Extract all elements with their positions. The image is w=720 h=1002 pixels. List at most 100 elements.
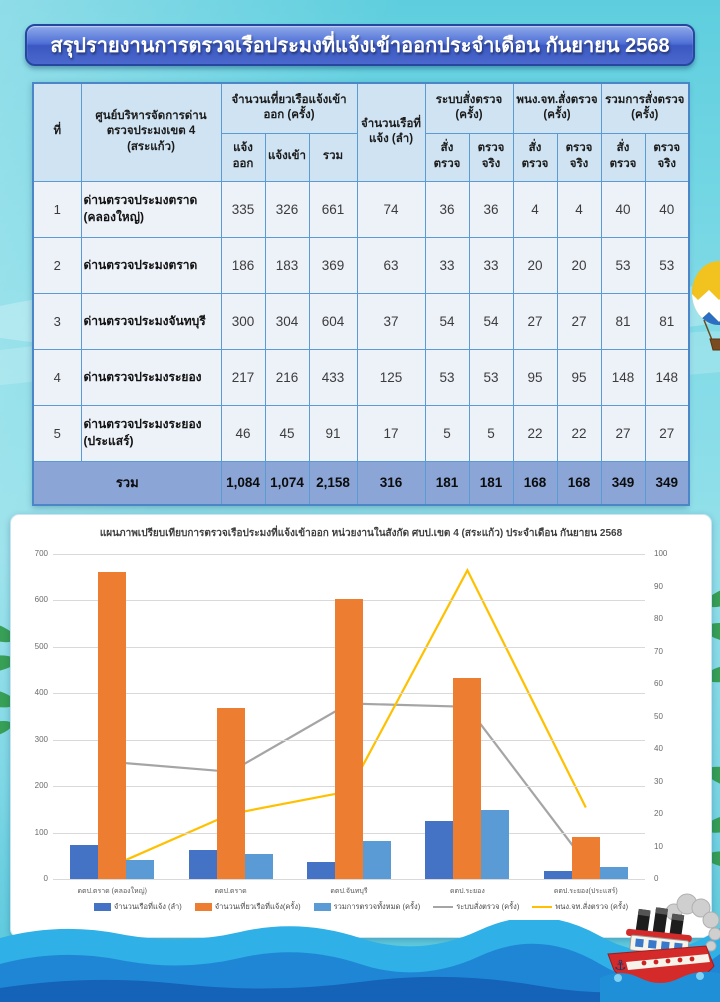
gridline bbox=[53, 554, 645, 555]
header-boats: จำนวนเรือที่แจ้ง (ลำ) bbox=[356, 82, 426, 182]
row-value: 74 bbox=[356, 180, 426, 238]
right-axis-tick: 60 bbox=[654, 679, 663, 688]
left-axis-tick: 200 bbox=[34, 781, 48, 791]
legend-label: ระบบสั่งตรวจ (ครั้ง) bbox=[456, 902, 520, 911]
row-value: 53 bbox=[424, 348, 470, 406]
row-value: 95 bbox=[512, 348, 558, 406]
table-row: 5 ด่านตรวจประมงระยอง (ประแสร์) 46 45 91 17 5 5 2… bbox=[32, 404, 690, 462]
header-officer-group: พนง.จท.สั่งตรวจ (ครั้ง) bbox=[512, 82, 602, 134]
station-name: ด่านตรวจประมงตราด (คลองใหญ่) bbox=[80, 180, 222, 238]
legend-line-swatch bbox=[532, 906, 553, 908]
header-no: ที่ bbox=[32, 82, 82, 182]
row-value: 27 bbox=[600, 404, 646, 462]
table-header: ที่ ศูนย์บริหารจัดการด่านตรวจประมงเขต 4 … bbox=[32, 82, 690, 182]
station-name: ด่านตรวจประมงตราด bbox=[80, 236, 222, 294]
row-number: 2 bbox=[32, 236, 82, 294]
total-value: 168 bbox=[512, 460, 558, 506]
row-value: 4 bbox=[512, 180, 558, 238]
right-axis-tick: 0 bbox=[654, 874, 659, 883]
total-value: 349 bbox=[600, 460, 646, 506]
station-name: ด่านตรวจประมงระยอง (ประแสร์) bbox=[80, 404, 222, 462]
table-row: 2 ด่านตรวจประมงตราด 186 183 369 63 33 33 20 20 53 5… bbox=[32, 236, 690, 294]
header-trips-out: แจ้งออก bbox=[220, 132, 266, 182]
row-value: 5 bbox=[468, 404, 514, 462]
chart-bar bbox=[98, 572, 127, 879]
row-value: 54 bbox=[424, 292, 470, 350]
row-value: 63 bbox=[356, 236, 426, 294]
chart-canvas: 0 100 200 300 400 500 600 700 0 10 20 30 40 50 60 70 80 9… bbox=[11, 515, 711, 937]
table-row: 4 ด่านตรวจประมงระยอง 217 216 433 125 53 53 95 95 1… bbox=[32, 348, 690, 406]
header-trips-in: แจ้งเข้า bbox=[264, 132, 310, 182]
row-value: 95 bbox=[556, 348, 602, 406]
table-row: 1 ด่านตรวจประมงตราด (คลองใหญ่) 335 326 661 74… bbox=[32, 180, 690, 238]
right-axis-tick: 90 bbox=[654, 581, 663, 591]
right-axis-tick: 10 bbox=[654, 841, 663, 851]
row-value: 17 bbox=[356, 404, 426, 462]
right-axis-tick: 70 bbox=[654, 646, 663, 656]
left-axis-tick: 400 bbox=[34, 688, 48, 698]
legend-item: จำนวนเที่ยวเรือที่แจ้ง(ครั้ง) bbox=[194, 901, 301, 913]
right-axis-tick: 80 bbox=[654, 614, 663, 623]
total-value: 1,074 bbox=[264, 460, 310, 506]
station-name: ด่านตรวจประมงระยอง bbox=[80, 348, 222, 406]
row-value: 604 bbox=[308, 292, 358, 350]
total-label: รวม bbox=[32, 460, 222, 506]
header-total-group: รวมการสั่งตรวจ (ครั้ง) bbox=[600, 82, 690, 134]
row-value: 183 bbox=[264, 236, 310, 294]
row-value: 216 bbox=[264, 348, 310, 406]
chart-bar bbox=[599, 866, 628, 879]
row-value: 22 bbox=[556, 404, 602, 462]
table-row: 3 ด่านตรวจประมงจันทบุรี 300 304 604 37 54 54 27 2… bbox=[32, 292, 690, 350]
summary-table: ที่ ศูนย์บริหารจัดการด่านตรวจประมงเขต 4 … bbox=[32, 82, 691, 506]
left-axis-tick: 600 bbox=[34, 595, 48, 605]
row-value: 40 bbox=[644, 180, 690, 238]
chart-bar bbox=[571, 836, 600, 880]
row-value: 33 bbox=[424, 236, 470, 294]
chart-bar bbox=[543, 871, 572, 879]
row-value: 369 bbox=[308, 236, 358, 294]
header-sys-order: สั่งตรวจ bbox=[424, 132, 470, 182]
row-number: 1 bbox=[32, 180, 82, 238]
chart-bar bbox=[453, 678, 482, 879]
right-axis-tick: 30 bbox=[654, 776, 663, 786]
total-value: 2,158 bbox=[308, 460, 358, 506]
header-off-order: สั่งตรวจ bbox=[512, 132, 558, 182]
row-value: 36 bbox=[424, 180, 470, 238]
header-trips-group: จำนวนเที่ยวเรือแจ้งเข้าออก (ครั้ง) bbox=[220, 82, 358, 134]
row-value: 304 bbox=[264, 292, 310, 350]
x-axis-label: ดตป.ระยอง(ประแสร์) bbox=[553, 888, 618, 895]
chart-bar bbox=[188, 849, 217, 880]
legend-label: รวมการตรวจทั้งหมด (ครั้ง) bbox=[333, 902, 421, 911]
chart-bar bbox=[307, 861, 335, 879]
row-value: 125 bbox=[356, 348, 426, 406]
table-body: 1 ด่านตรวจประมงตราด (คลองใหญ่) 335 326 661 74… bbox=[32, 180, 690, 506]
chart-bar bbox=[70, 844, 99, 879]
row-value: 45 bbox=[264, 404, 310, 462]
row-value: 148 bbox=[644, 348, 690, 406]
chart-title: แผนภาพเปรียบเทียบการตรวจเรือประมงที่แจ้ง… bbox=[99, 528, 623, 539]
chart-bar bbox=[335, 598, 363, 879]
row-value: 300 bbox=[220, 292, 266, 350]
x-axis-label: ดตป.ระยอง bbox=[450, 888, 485, 895]
header-sys-actual: ตรวจจริง bbox=[468, 132, 514, 182]
legend-bar-swatch bbox=[194, 903, 212, 911]
row-value: 433 bbox=[308, 348, 358, 406]
left-axis-tick: 300 bbox=[34, 734, 48, 744]
header-station: ศูนย์บริหารจัดการด่านตรวจประมงเขต 4 (สระ… bbox=[80, 82, 222, 182]
legend-item: จำนวนเรือที่แจ้ง (ลำ) bbox=[93, 901, 182, 913]
row-number: 5 bbox=[32, 404, 82, 462]
chart-bar bbox=[126, 860, 155, 879]
row-number: 4 bbox=[32, 348, 82, 406]
header-tot-actual: ตรวจจริง bbox=[644, 132, 690, 182]
row-value: 27 bbox=[512, 292, 558, 350]
row-value: 186 bbox=[220, 236, 266, 294]
row-value: 27 bbox=[644, 404, 690, 462]
right-axis-tick: 40 bbox=[654, 744, 663, 753]
legend-line-swatch bbox=[433, 906, 454, 908]
row-value: 81 bbox=[644, 292, 690, 350]
legend-item: รวมการตรวจทั้งหมด (ครั้ง) bbox=[313, 901, 421, 913]
row-value: 53 bbox=[600, 236, 646, 294]
chart-bar bbox=[244, 854, 273, 879]
svg-text:⚓: ⚓ bbox=[614, 958, 627, 974]
row-number: 3 bbox=[32, 292, 82, 350]
